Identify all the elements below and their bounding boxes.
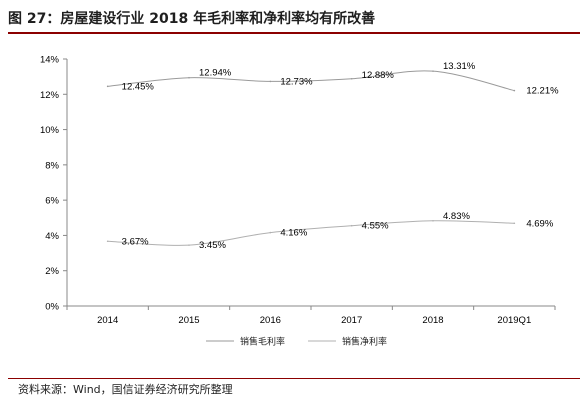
- x-tick-label: 2017: [341, 315, 362, 326]
- data-label: 12.88%: [362, 70, 395, 81]
- legend-label: 销售毛利率: [240, 336, 285, 348]
- y-tick-label: 2%: [45, 266, 59, 277]
- data-label: 12.45%: [122, 81, 155, 92]
- data-label: 13.31%: [443, 61, 476, 72]
- data-label: 4.16%: [280, 228, 307, 239]
- chart-title: 图 27：房屋建设行业 2018 年毛利率和净利率均有所改善: [8, 11, 376, 27]
- x-tick-label: 2014: [97, 315, 118, 326]
- series-line-gross-margin: [107, 70, 515, 92]
- data-point: [513, 222, 516, 225]
- legend-label: 销售净利率: [342, 336, 387, 348]
- y-tick-label: 8%: [45, 160, 59, 171]
- data-point: [350, 77, 353, 80]
- y-tick-label: 12%: [40, 90, 60, 101]
- y-tick-label: 4%: [45, 231, 59, 242]
- series-line-net-margin: [107, 220, 515, 246]
- data-point: [188, 244, 190, 246]
- y-tick-label: 14%: [40, 55, 60, 66]
- footer-rule: [8, 378, 580, 379]
- y-tick-label: 6%: [45, 196, 59, 207]
- data-label: 3.67%: [122, 236, 149, 247]
- data-point: [269, 80, 272, 83]
- data-point: [513, 89, 516, 92]
- source-note: 资料来源：Wind，国信证券经济研究所整理: [18, 383, 233, 396]
- data-point: [106, 85, 109, 88]
- data-point: [188, 76, 190, 79]
- data-point: [350, 224, 353, 227]
- data-label: 12.94%: [199, 68, 232, 79]
- x-tick-label: 2018: [422, 315, 443, 326]
- data-label: 12.21%: [526, 86, 559, 97]
- data-point: [432, 70, 434, 72]
- title-rule: [8, 32, 580, 34]
- y-tick-label: 0%: [45, 302, 59, 313]
- data-point: [106, 240, 109, 243]
- x-tick-label: 2019Q1: [497, 315, 531, 326]
- data-label: 4.55%: [362, 221, 389, 232]
- data-label: 4.69%: [526, 218, 553, 229]
- data-point: [432, 219, 434, 222]
- data-point: [269, 231, 272, 234]
- data-label: 12.73%: [280, 76, 313, 87]
- y-tick-label: 10%: [40, 125, 60, 136]
- data-label: 4.83%: [443, 211, 470, 222]
- x-tick-label: 2015: [178, 315, 199, 326]
- x-tick-label: 2016: [260, 315, 281, 326]
- data-label: 3.45%: [199, 240, 226, 251]
